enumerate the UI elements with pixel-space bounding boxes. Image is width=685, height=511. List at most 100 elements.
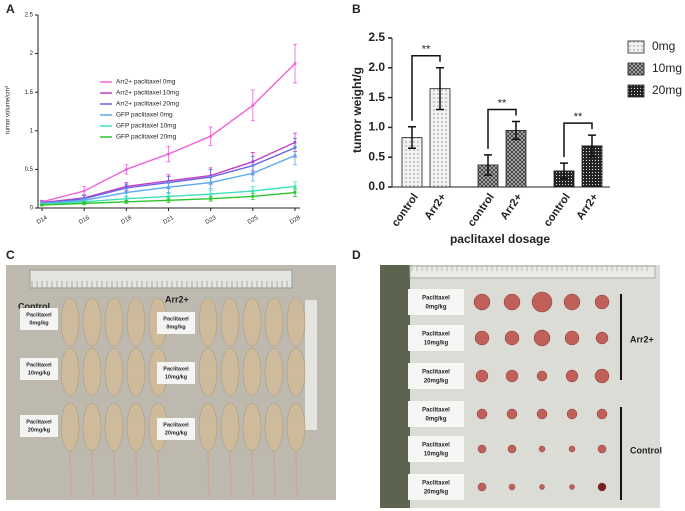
y-tick-label: 0.5	[368, 149, 385, 163]
mouse	[242, 402, 262, 452]
x-tick-label: D16	[78, 215, 91, 226]
mouse	[286, 402, 306, 452]
mouse	[60, 297, 80, 347]
label-text: Paclitaxel	[422, 408, 450, 414]
mouse-tail	[135, 450, 138, 498]
y-tick-label: 0.0	[368, 179, 385, 193]
x-tick-label: Arr2+	[498, 192, 524, 223]
tumor	[504, 330, 520, 346]
mouse	[60, 402, 80, 452]
legend-label: Arr2+ paclitaxel 20mg	[116, 101, 179, 108]
mouse-tail	[273, 450, 276, 498]
marker	[82, 201, 86, 205]
annotation: **	[422, 44, 431, 56]
tumor	[507, 444, 517, 454]
tumor	[595, 331, 609, 345]
y-tick-label: 2.5	[25, 13, 34, 19]
label-text: Paclitaxel	[163, 316, 189, 322]
y-tick-label: 1.0	[368, 120, 385, 134]
label-text: 20mg/kg	[424, 379, 449, 385]
tumor	[596, 408, 608, 420]
label-text: 10mg/kg	[424, 341, 449, 347]
label-card	[408, 474, 464, 500]
tumor	[569, 484, 575, 490]
tumor	[477, 444, 487, 454]
marker	[167, 198, 170, 202]
marker	[293, 62, 297, 66]
mouse	[126, 402, 146, 452]
label-text: Paclitaxel	[422, 332, 450, 338]
label-card	[408, 401, 464, 427]
tumor	[508, 483, 516, 491]
marker	[251, 103, 255, 107]
mouse-tail	[91, 450, 94, 498]
legend-swatch	[627, 40, 645, 54]
x-tick-label: Arr2+	[422, 192, 448, 223]
legend-label: Arr2+ paclitaxel 0mg	[116, 79, 176, 86]
label-card	[157, 312, 195, 334]
legend-label: GFP paclitaxel 20mg	[116, 134, 177, 141]
tumor	[503, 293, 521, 311]
tumor	[476, 408, 488, 420]
marker	[251, 189, 255, 193]
annotation: **	[574, 111, 583, 123]
marker	[251, 194, 255, 198]
label-text: Paclitaxel	[26, 312, 52, 318]
marker	[167, 185, 170, 189]
label-text: Paclitaxel	[26, 419, 52, 425]
label-card	[20, 415, 58, 437]
y-tick-label: 1	[30, 128, 34, 134]
x-axis-label: paclitaxel dosage	[450, 232, 550, 246]
label-text: Paclitaxel	[163, 422, 189, 428]
tumor	[597, 444, 607, 454]
legend-swatch	[627, 84, 645, 98]
label-text: Paclitaxel	[26, 362, 52, 368]
marker	[124, 191, 128, 195]
label-text: Paclitaxel	[422, 481, 450, 487]
label-card	[20, 308, 58, 330]
mouse-tail	[229, 450, 232, 498]
label-text: 10mg/kg	[165, 374, 187, 380]
ruler	[409, 265, 656, 279]
mouse-tail	[207, 450, 210, 498]
group-label: Control	[18, 301, 50, 311]
label-text: Paclitaxel	[422, 296, 450, 302]
y-tick-label: 2	[30, 51, 34, 57]
y-tick-label: 2.5	[368, 30, 385, 44]
mouse	[264, 347, 284, 397]
label-text: 10mg/kg	[424, 452, 449, 458]
ruler-side	[305, 300, 317, 430]
label-text: 20mg/kg	[165, 430, 187, 436]
label-card	[157, 418, 195, 440]
label-text: Paclitaxel	[422, 370, 450, 376]
panel-label: A	[6, 2, 15, 16]
marker	[293, 154, 297, 158]
y-tick-label: 1.5	[368, 90, 385, 104]
marker	[124, 197, 128, 201]
y-tick-label: 1.5	[25, 90, 34, 96]
panel-label: B	[352, 2, 361, 16]
label-text: 0mg/kg	[166, 324, 185, 330]
y-axis-label: tumor weight/g	[350, 67, 364, 153]
error-bar	[588, 134, 596, 158]
panel-label: C	[6, 248, 15, 262]
mouse-tail	[113, 450, 116, 498]
error-bar	[512, 120, 520, 141]
legend-label: 20mg	[652, 83, 682, 97]
x-tick-label: D23	[205, 215, 218, 226]
marker	[82, 189, 86, 193]
mouse-tail	[295, 450, 298, 498]
y-tick-label: 0.5	[25, 167, 34, 173]
x-tick-label: D21	[163, 215, 176, 226]
mouse	[220, 402, 240, 452]
marker	[209, 134, 213, 138]
tumor	[594, 294, 610, 310]
mouse	[82, 347, 102, 397]
marker	[167, 152, 170, 156]
mouse	[264, 402, 284, 452]
label-text: 0mg/kg	[425, 417, 446, 423]
mouse	[220, 347, 240, 397]
mouse	[104, 402, 124, 452]
label-card	[408, 436, 464, 462]
tumor	[594, 368, 610, 384]
